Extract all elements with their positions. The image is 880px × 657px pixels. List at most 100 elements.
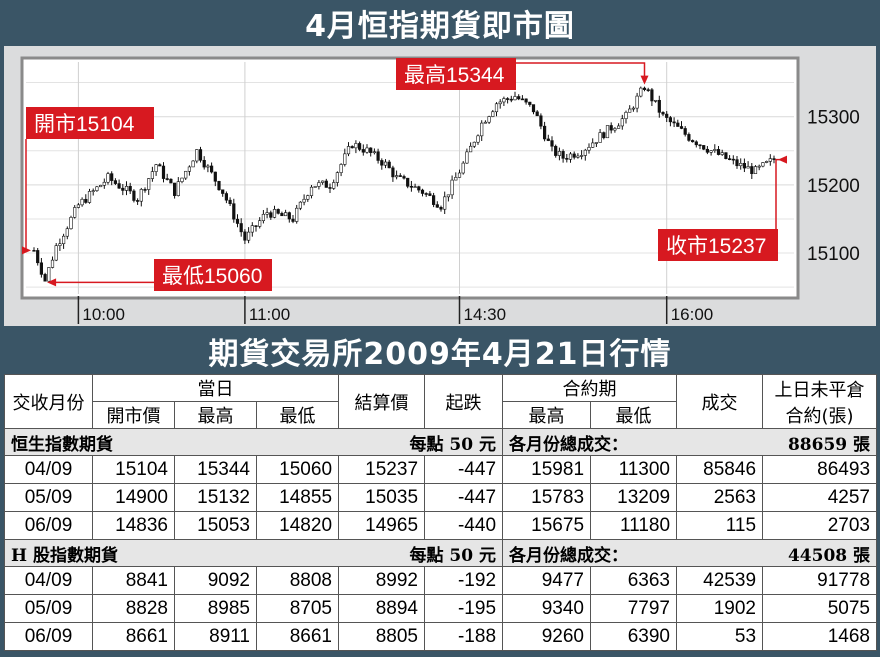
candle-body — [254, 225, 258, 227]
chart-title: 4月恒指期貨即市圖 — [305, 9, 575, 44]
candle-body — [147, 178, 151, 190]
section-name: 恒生指數期貨 — [11, 434, 113, 455]
candle-body — [446, 194, 451, 198]
candle-body — [65, 228, 69, 237]
candle-body — [154, 164, 158, 172]
candle-body — [302, 198, 306, 203]
table-cell: 42539 — [676, 566, 764, 595]
candle-body — [247, 231, 251, 241]
section-point: 每點 50 元 — [409, 434, 497, 455]
table-row: 04/09 15104 15344 15060 15237 -447 15981 11300 8… — [4, 455, 878, 484]
candle-body — [132, 190, 136, 201]
candle-body — [431, 195, 436, 205]
x-tick-11-00: 11:00 — [249, 305, 290, 324]
table-cell: 1902 — [676, 594, 764, 623]
table-cell: 8808 — [255, 566, 340, 595]
table-cell: 86493 — [762, 455, 878, 484]
candle-body — [535, 111, 539, 117]
table-cell: 7797 — [590, 594, 678, 623]
section-name: H 股指數期貨 — [11, 545, 118, 566]
candle-body — [324, 180, 328, 188]
candle-body — [465, 151, 469, 164]
candle-body — [687, 134, 691, 141]
candle-body — [180, 177, 184, 182]
candle-body — [47, 267, 51, 282]
table-cell: 115 — [676, 511, 764, 540]
col-volume: 成交 — [676, 374, 764, 429]
col-contract: 合約期 — [502, 374, 678, 402]
table-cell: 06/09 — [4, 511, 93, 540]
table-row: 05/09 14900 15132 14855 15035 -447 15783 13209 2… — [4, 483, 878, 512]
col-change: 起跌 — [424, 374, 504, 429]
table-cell: 05/09 — [4, 594, 93, 623]
table-cell: 8661 — [255, 622, 340, 651]
candle-body — [187, 166, 192, 172]
candle-body — [106, 173, 110, 183]
section-right: 各月份總成交： 44508 張 — [502, 539, 878, 567]
section-point: 每點 50 元 — [409, 545, 497, 566]
candle-body — [757, 165, 761, 168]
candle-body — [472, 141, 476, 147]
candle-body — [731, 158, 735, 161]
candle-body — [317, 182, 321, 187]
candle-body — [524, 98, 528, 103]
candle-body — [598, 132, 602, 143]
col-high: 最高 — [174, 401, 257, 429]
candle-body — [202, 159, 206, 168]
candle-body — [195, 149, 199, 162]
table-cell: 1468 — [762, 622, 878, 651]
candle-body — [224, 193, 229, 201]
candle-body — [165, 178, 169, 180]
candle-body — [228, 199, 232, 204]
candle-body — [306, 195, 310, 200]
section-left: H 股指數期貨 每點 50 元 — [3, 539, 504, 567]
candle-body — [376, 151, 380, 161]
candle-body — [113, 180, 117, 184]
candle-body — [210, 165, 214, 173]
candle-body — [339, 164, 343, 173]
table-cell: 8992 — [338, 566, 426, 595]
candle-body — [653, 99, 658, 102]
table-cell: 5075 — [762, 594, 878, 623]
table-cell: 9260 — [502, 622, 592, 651]
candle-body — [520, 98, 524, 101]
table-cell: 04/09 — [4, 566, 93, 595]
candle-body — [639, 87, 643, 97]
y-tick-label: 15200 — [807, 176, 860, 197]
candle-body — [250, 225, 254, 233]
candle-body — [372, 151, 377, 154]
candle-body — [498, 101, 502, 105]
candle-body — [198, 149, 203, 161]
candle-body — [110, 173, 114, 181]
candle-body — [84, 198, 88, 203]
candle-body — [435, 204, 439, 208]
candle-body — [265, 212, 269, 215]
table-cell: 8661 — [92, 622, 175, 651]
candle-body — [724, 152, 728, 159]
candle-body — [169, 178, 173, 184]
candle-body — [768, 158, 772, 162]
candle-body — [772, 158, 776, 160]
candle-body — [742, 163, 746, 169]
header-row-1: 交收月份 當日 結算價 起跌 合約期 成交 上日未平倉 合約(張) — [4, 374, 878, 429]
table-cell: 91778 — [762, 566, 878, 595]
candle-body — [720, 152, 724, 155]
candle-body — [476, 135, 480, 143]
table-cell: 04/09 — [4, 455, 93, 484]
candle-body — [542, 125, 547, 140]
table-cell: 14965 — [338, 511, 426, 540]
candle-body — [624, 111, 628, 120]
table-cell: 05/09 — [4, 483, 93, 512]
table-cell: 8828 — [92, 594, 175, 623]
section-left: 恒生指數期貨 每點 50 元 — [3, 428, 504, 456]
candle-body — [480, 122, 484, 137]
candle-body — [150, 171, 155, 179]
candle-body — [509, 98, 513, 101]
candle-body — [272, 209, 277, 218]
candle-body — [69, 216, 73, 230]
close-box — [658, 229, 778, 261]
candle-body — [602, 132, 606, 139]
candle-body — [391, 167, 395, 178]
candle-body — [213, 171, 217, 182]
candle-body — [676, 122, 680, 127]
